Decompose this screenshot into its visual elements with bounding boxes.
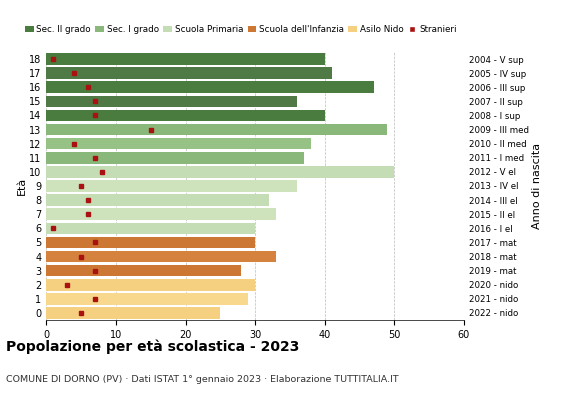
Bar	[46, 237, 255, 248]
Bar	[46, 222, 255, 234]
Bar	[46, 53, 325, 65]
Text: COMUNE DI DORNO (PV) · Dati ISTAT 1° gennaio 2023 · Elaborazione TUTTITALIA.IT: COMUNE DI DORNO (PV) · Dati ISTAT 1° gen…	[6, 375, 398, 384]
Bar	[46, 180, 297, 192]
Bar	[46, 307, 220, 319]
Bar	[46, 124, 387, 135]
Bar	[46, 67, 332, 79]
Bar	[46, 251, 276, 262]
Bar	[46, 208, 276, 220]
Bar	[46, 138, 311, 150]
Bar	[46, 82, 374, 93]
Bar	[46, 293, 248, 305]
Text: Popolazione per età scolastica - 2023: Popolazione per età scolastica - 2023	[6, 340, 299, 354]
Bar	[46, 152, 304, 164]
Bar	[46, 279, 255, 290]
Bar	[46, 194, 269, 206]
Bar	[46, 96, 297, 107]
Bar	[46, 110, 325, 121]
Bar	[46, 166, 394, 178]
Legend: Sec. II grado, Sec. I grado, Scuola Primaria, Scuola dell'Infanzia, Asilo Nido, : Sec. II grado, Sec. I grado, Scuola Prim…	[21, 22, 460, 38]
Y-axis label: Età: Età	[16, 177, 26, 195]
Y-axis label: Anno di nascita: Anno di nascita	[532, 143, 542, 229]
Bar	[46, 265, 241, 276]
